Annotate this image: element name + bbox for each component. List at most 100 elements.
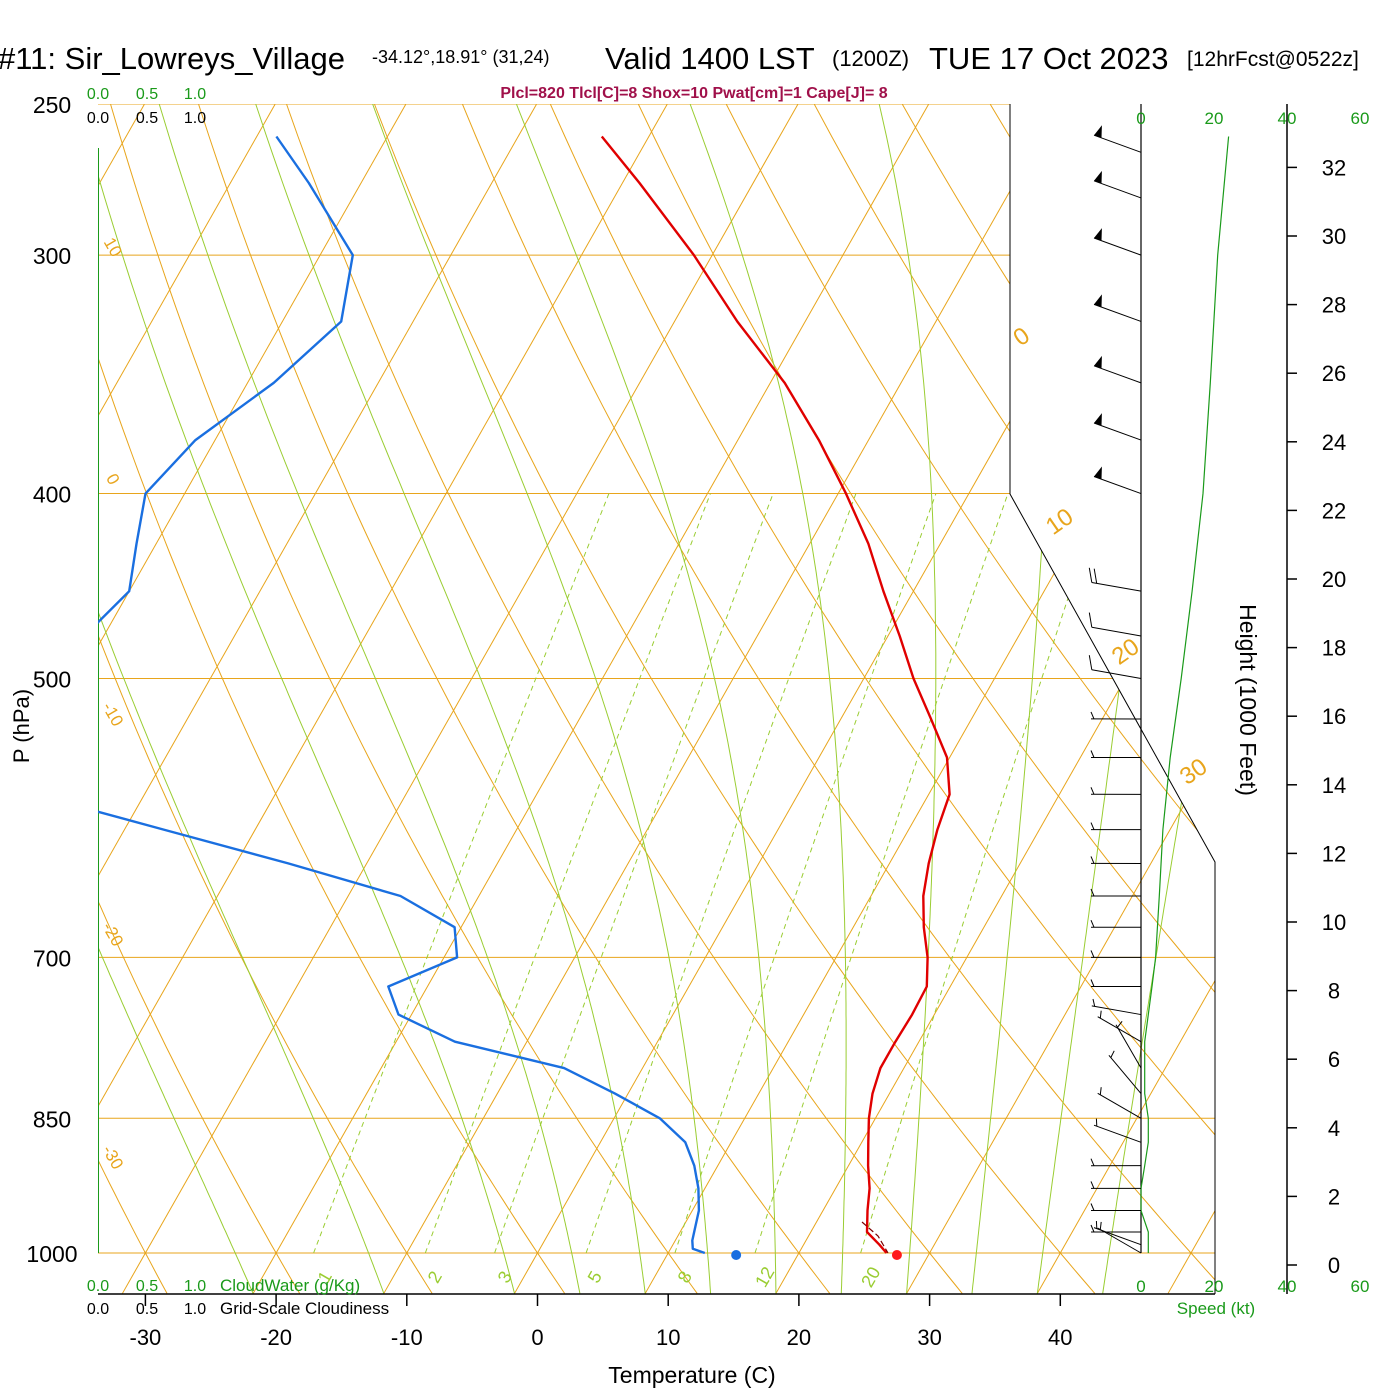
- wind-barb: [1093, 228, 1142, 256]
- height-tick-label: 0: [1328, 1253, 1340, 1278]
- wind-barb-half: [1110, 1050, 1115, 1058]
- wind-barb-staff: [1093, 134, 1142, 153]
- wind-barb: [1088, 655, 1142, 679]
- pressure-tick-label: 500: [33, 667, 71, 693]
- dry-adiabat: [0, 70, 35, 1293]
- moist-adiabat: [98, 104, 254, 1294]
- plot-right-edge: [1009, 104, 1216, 1294]
- moist-adiabat: [148, 104, 581, 1294]
- wind-barb: [1090, 979, 1142, 987]
- wind-barb-half: [1090, 856, 1095, 864]
- wind-barb-half: [1099, 1087, 1102, 1095]
- wind-barb-half: [1090, 950, 1095, 958]
- wind-barb-staff: [1093, 365, 1142, 384]
- wind-barb: [1090, 856, 1142, 864]
- dry-adiabat: [274, 104, 963, 1294]
- sounding-params: Plcl=820 Tlcl[C]=8 Shox=10 Pwat[cm]=1 Ca…: [500, 85, 887, 102]
- wind-barb-half: [1099, 1010, 1102, 1019]
- wind-barb: [1093, 1220, 1142, 1246]
- dry-adiabat-label: 0: [1008, 322, 1034, 352]
- wind-barb-half: [1090, 1203, 1095, 1211]
- wind-layer: [1088, 125, 1230, 1254]
- height-tick-label: 14: [1322, 773, 1346, 798]
- series-layer: [98, 135, 951, 1260]
- pressure-tick-label: 400: [33, 482, 71, 508]
- wind-barb-staff: [1097, 1016, 1142, 1043]
- wind-barb-half: [1099, 1221, 1102, 1230]
- moist-adiabat: [98, 104, 515, 1294]
- wind-barb-staff: [1093, 422, 1142, 441]
- cloudiness-tick-top: 1.0: [184, 110, 206, 127]
- height-tick-label: 6: [1328, 1047, 1340, 1072]
- dry-adiabat-label: 20: [1107, 633, 1144, 670]
- dry-adiabat: [98, 104, 301, 1294]
- wind-barb-half: [1090, 711, 1095, 720]
- height-tick-label: 28: [1322, 293, 1346, 318]
- speed-tick-top: 60: [1351, 109, 1370, 128]
- isotherm-label: -10: [98, 699, 127, 730]
- wind-barb-half: [1090, 920, 1095, 928]
- x-axis-label: Temperature (C): [608, 1362, 775, 1388]
- mixing-ratio-line: [754, 493, 1009, 1254]
- wind-barb-flag: [1094, 466, 1102, 480]
- x-tick-label: 20: [787, 1325, 811, 1350]
- dry-adiabat: [98, 104, 168, 1294]
- isotherm: [98, 104, 295, 1294]
- height-tick-label: 24: [1322, 430, 1346, 455]
- mixing-ratio-label: 3: [494, 1268, 516, 1287]
- speed-tick-top: 0: [1136, 109, 1145, 128]
- isotherm: [906, 104, 1215, 1294]
- speed-tick-top: 40: [1278, 109, 1297, 128]
- speed-axis-label: Speed (kt): [1177, 1299, 1255, 1318]
- dry-adiabat: [969, 104, 1215, 1294]
- speed-tick-bottom: 20: [1205, 1277, 1224, 1296]
- parcel-trace: [861, 1221, 889, 1254]
- height-tick-label: 22: [1322, 498, 1346, 523]
- cloud-water-tick-bottom: 0.5: [136, 1278, 158, 1295]
- cloudiness-tick-bottom: 0.0: [87, 1301, 109, 1318]
- wind-barb-flag: [1094, 355, 1102, 369]
- dry-adiabat: [100, 104, 698, 1294]
- wind-barb-half: [1092, 998, 1096, 1007]
- pressure-tick-label: 250: [33, 92, 71, 118]
- height-tick-label: 20: [1322, 567, 1346, 592]
- x-tick-label: 40: [1048, 1325, 1072, 1350]
- wind-barb: [1090, 787, 1142, 795]
- x-tick-label: 10: [656, 1325, 680, 1350]
- mixing-ratio-line: [674, 493, 937, 1254]
- isotherm: [644, 104, 1215, 1294]
- mixing-ratio-label: 12: [751, 1263, 778, 1290]
- cloudiness-label: Grid-Scale Cloudiness: [220, 1299, 389, 1318]
- wind-barb-flag: [1094, 294, 1102, 308]
- dry-adiabat: [98, 104, 433, 1294]
- isotherm: [98, 104, 165, 1294]
- wind-barb-half: [1090, 787, 1095, 795]
- temperature-line: [600, 135, 951, 1254]
- cloudiness-tick-bottom: 0.5: [136, 1301, 158, 1318]
- y-axis-label: P (hPa): [9, 689, 34, 763]
- wind-barb-flag: [1094, 413, 1102, 426]
- station-coords: -34.12°,18.91° (31,24): [372, 47, 550, 67]
- wind-barb: [1090, 1158, 1142, 1167]
- moist-adiabat: [870, 104, 937, 1294]
- cloud-water-tick-bottom: 0.0: [87, 1278, 109, 1295]
- x-tick-label: -30: [130, 1325, 162, 1350]
- height-tick-label: 30: [1322, 224, 1346, 249]
- isotherm-label: 10: [100, 234, 126, 260]
- zulu-time: (1200Z): [832, 46, 909, 71]
- moist-adiabat: [677, 104, 847, 1294]
- wind-barb: [1093, 413, 1142, 441]
- isotherm: [383, 104, 1080, 1294]
- x-tick-label: -20: [260, 1325, 292, 1350]
- dry-adiabat: [1143, 104, 1215, 1294]
- cloudiness-tick-top: 0.0: [87, 110, 109, 127]
- isotherm: [121, 104, 818, 1294]
- pressure-tick-label: 300: [33, 243, 71, 269]
- plot-frame: [98, 104, 1288, 1295]
- axis-labels: -30 -20 -10 0 10 20 30 402503004005007008501000…: [26, 86, 1369, 1350]
- wind-barb: [1090, 950, 1142, 958]
- wind-barb-half: [1090, 1224, 1095, 1233]
- isotherm: [252, 104, 949, 1294]
- mixing-ratio-line: [585, 493, 857, 1254]
